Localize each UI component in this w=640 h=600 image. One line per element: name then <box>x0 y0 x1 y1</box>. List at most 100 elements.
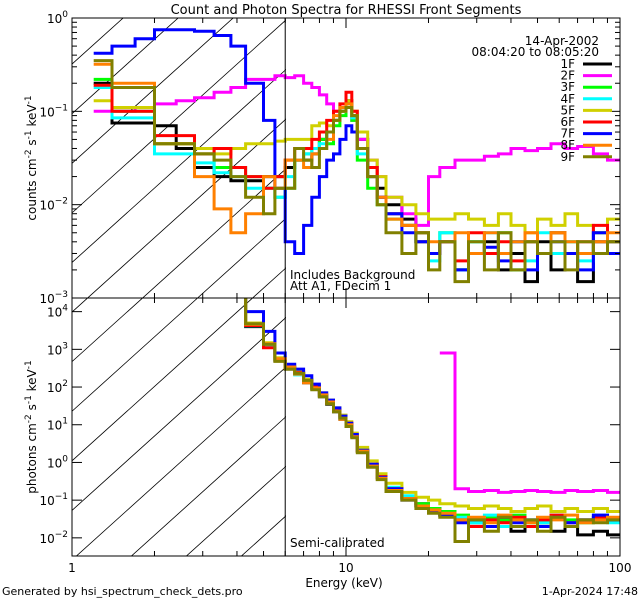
legend-label-9F: 9F <box>560 150 575 164</box>
annotation-semi-calibrated: Semi-calibrated <box>290 536 385 550</box>
photon-spectrum-2F <box>439 351 620 494</box>
photon-spectrum-3F <box>244 298 620 525</box>
y-axis-label-exponent: -1 <box>24 360 34 369</box>
bottom-panel-series <box>244 298 620 543</box>
y-axis-label-part: photons <box>25 445 39 493</box>
hatch-line <box>72 19 286 214</box>
y-axis-label-part: counts <box>25 180 39 220</box>
legend-label-5F: 5F <box>560 103 575 117</box>
hatch-line <box>72 267 286 462</box>
y-axis-label-exponent: -1 <box>24 95 34 104</box>
x-tick-label: 10 <box>338 561 353 575</box>
hatch-line <box>72 118 286 313</box>
top-panel-series <box>93 28 620 284</box>
y-axis-label-exponent: -1 <box>24 130 34 139</box>
legend-label-4F: 4F <box>560 92 575 106</box>
hatch-line <box>512 10 640 560</box>
x-axis-label: Energy (keV) <box>305 576 382 590</box>
photon-spectrum-8F <box>244 298 620 525</box>
photon-spectrum-6F <box>244 298 620 528</box>
y-tick-label: 100 <box>47 10 68 26</box>
y-tick-label-base: 10 <box>39 532 54 546</box>
legend-label-8F: 8F <box>560 138 575 152</box>
y-tick-label-exponent: −1 <box>55 492 68 502</box>
y-tick-label-base: 10 <box>39 199 54 213</box>
date-label: 14-Apr-2002 <box>525 34 599 48</box>
y-axis-label-part: keV <box>25 368 39 395</box>
legend-label-7F: 7F <box>560 127 575 141</box>
photon-spectrum-9F <box>244 298 620 543</box>
hatch-line <box>72 217 286 412</box>
photon-spectrum-1F <box>244 298 620 537</box>
y-tick-label-exponent: 4 <box>62 304 68 314</box>
y-tick-label-base: 10 <box>47 306 62 320</box>
hatch-line <box>72 316 286 511</box>
legend-label-3F: 3F <box>560 80 575 94</box>
y-tick-label-exponent: −2 <box>55 530 68 540</box>
y-tick-label-exponent: −3 <box>55 290 68 300</box>
y-tick-label-base: 10 <box>39 494 54 508</box>
y-axis-label-exponent: -1 <box>24 395 34 404</box>
y-axis-label-part: s <box>25 404 39 414</box>
y-tick-label-exponent: 1 <box>62 417 68 427</box>
top-y-axis-label: counts cm-2 s-1 keV-1 <box>24 95 39 220</box>
legend-label-6F: 6F <box>560 115 575 129</box>
chart-title: Count and Photon Spectra for RHESSI Fron… <box>171 3 522 18</box>
y-tick-label: 103 <box>47 341 68 357</box>
y-tick-label: 10−1 <box>39 492 68 508</box>
y-tick-label: 101 <box>47 417 68 433</box>
hatch-line <box>72 18 179 115</box>
count-spectrum-6F <box>93 83 620 263</box>
hatch-line <box>622 10 640 560</box>
y-axis-label-part: keV <box>25 104 39 131</box>
hatch-line <box>72 18 234 164</box>
annotation-background: Includes Background <box>290 268 415 282</box>
y-tick-label-base: 10 <box>47 456 62 470</box>
y-tick-label: 10−1 <box>39 103 68 119</box>
y-tick-label: 10−2 <box>39 530 68 546</box>
hatch-line <box>72 168 286 363</box>
hatch-line <box>130 416 286 556</box>
y-tick-label-exponent: 0 <box>62 454 68 464</box>
y-tick-label: 102 <box>47 379 68 395</box>
footer-timestamp: 1-Apr-2024 17:48 <box>542 585 638 598</box>
annotation-attenuator: Att A1, FDecim 1 <box>290 279 391 293</box>
y-tick-label: 10−3 <box>39 290 68 306</box>
y-tick-label-base: 10 <box>39 292 54 306</box>
y-tick-label-base: 10 <box>47 381 62 395</box>
footer-generated-by: Generated by hsi_spectrum_check_dets.pro <box>2 585 243 598</box>
legend-label-1F: 1F <box>560 57 575 71</box>
hatch-line <box>567 10 640 560</box>
legend-label-2F: 2F <box>560 69 575 83</box>
y-tick-label: 104 <box>47 304 68 320</box>
y-tick-label-exponent: 2 <box>62 379 68 389</box>
y-tick-label-base: 10 <box>47 343 62 357</box>
y-axis-label-part: s <box>25 139 39 149</box>
photon-spectrum-4F <box>244 298 620 528</box>
x-tick-label: 1 <box>68 561 76 575</box>
y-tick-label-exponent: −1 <box>55 103 68 113</box>
y-axis-label-exponent: -2 <box>24 149 34 158</box>
y-tick-label: 100 <box>47 454 68 470</box>
photon-spectrum-5F <box>244 298 620 513</box>
y-axis-label-exponent: -2 <box>24 414 34 423</box>
y-tick-label-base: 10 <box>47 419 62 433</box>
hatch-line <box>457 10 640 560</box>
hatch-line <box>75 366 286 556</box>
hatch-line <box>185 465 286 556</box>
photon-spectrum-7F <box>244 298 620 528</box>
x-tick-label: 100 <box>609 561 632 575</box>
bottom-y-axis-label: photons cm-2 s-1 keV-1 <box>24 360 39 494</box>
y-tick-label-base: 10 <box>39 105 54 119</box>
time-range-label: 08:04:20 to 08:05:20 <box>472 45 599 59</box>
y-tick-label: 10−2 <box>39 197 68 213</box>
count-spectrum-9F <box>93 59 620 284</box>
y-axis-label-part: cm <box>25 158 39 180</box>
hatch-line <box>0 10 22 560</box>
hatch-line <box>72 68 286 263</box>
hatch-line <box>402 10 640 560</box>
y-tick-label-exponent: −2 <box>55 197 68 207</box>
